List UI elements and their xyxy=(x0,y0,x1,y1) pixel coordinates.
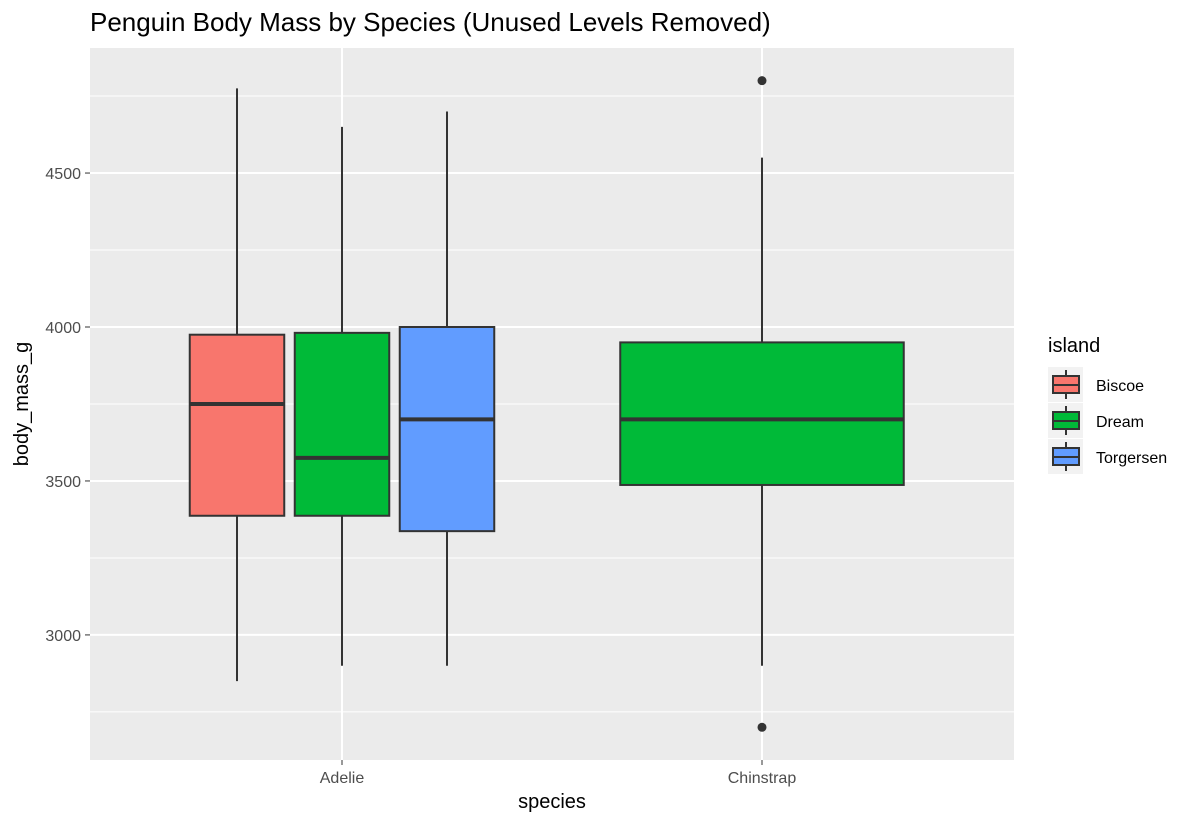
legend-items: Biscoe Dream Torgersen xyxy=(1048,367,1167,474)
outlier-point xyxy=(757,76,767,86)
box-adelie-torgersen xyxy=(398,111,496,666)
legend-label: Biscoe xyxy=(1096,378,1144,395)
legend-item-biscoe: Biscoe xyxy=(1048,367,1144,402)
legend: island Biscoe Dream Torgersen xyxy=(1048,335,1167,474)
box-iqr xyxy=(398,326,496,533)
outlier-point xyxy=(757,722,767,732)
box-iqr xyxy=(188,333,286,517)
y-tick-label: 4000 xyxy=(45,320,81,337)
box-iqr xyxy=(619,341,905,486)
box-chinstrap-dream xyxy=(619,76,905,732)
box-adelie-biscoe xyxy=(188,88,286,682)
y-tick-label: 4500 xyxy=(45,166,81,183)
x-tick-label: Chinstrap xyxy=(728,770,797,787)
legend-label: Dream xyxy=(1096,414,1144,431)
y-axis-title: body_mass_g xyxy=(11,342,33,467)
legend-item-dream: Dream xyxy=(1048,403,1144,438)
x-axis-title: species xyxy=(518,791,586,813)
box-adelie-dream xyxy=(293,126,391,666)
y-tick-label: 3500 xyxy=(45,474,81,491)
box-iqr xyxy=(293,331,391,517)
y-tick-label: 3000 xyxy=(45,628,81,645)
boxes xyxy=(188,76,905,732)
legend-item-torgersen: Torgersen xyxy=(1048,439,1167,474)
chart-title: Penguin Body Mass by Species (Unused Lev… xyxy=(90,7,771,37)
legend-label: Torgersen xyxy=(1096,450,1167,467)
x-axis-ticks: Adelie Chinstrap xyxy=(320,760,797,787)
y-axis-ticks: 3000 3500 4000 4500 xyxy=(45,166,90,645)
legend-title: island xyxy=(1048,335,1100,357)
x-tick-label: Adelie xyxy=(320,770,365,787)
